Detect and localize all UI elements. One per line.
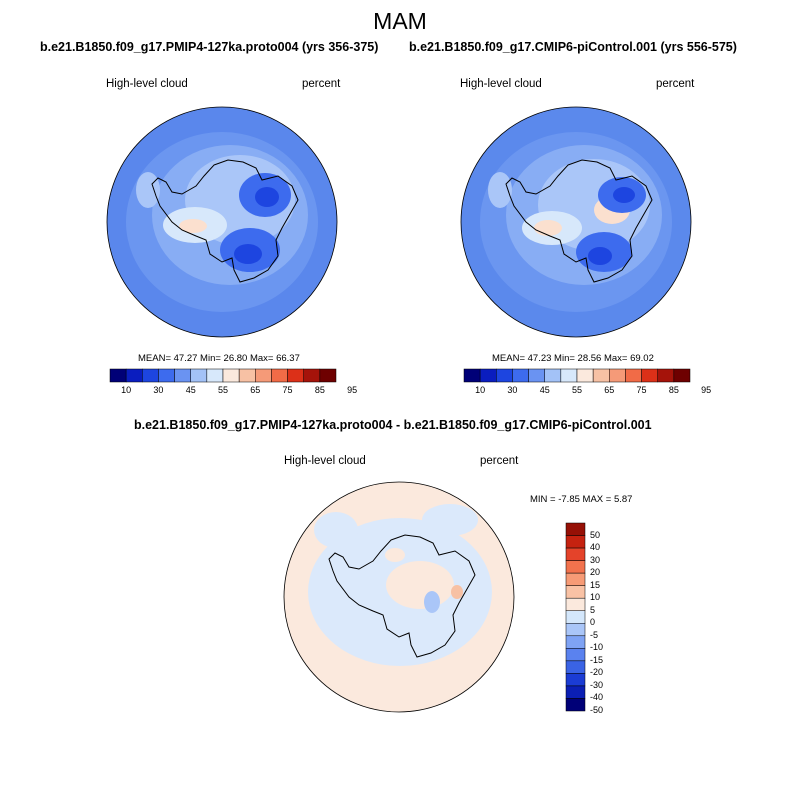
panel-b-contour — [588, 247, 612, 265]
diff-panel-colorbar-tick-label: -15 — [590, 654, 604, 665]
diff-panel-map-border — [283, 481, 515, 713]
panel-a-field — [107, 107, 337, 337]
diff-panel-colorbar-box — [565, 623, 586, 637]
panel-b-colorbar-tick-label: 45 — [539, 385, 550, 395]
panel-a-colorbar — [109, 368, 337, 383]
season-title: MAM — [373, 8, 427, 34]
diff-panel-colorbar-box — [565, 535, 586, 549]
diff-panel-colorbar-tick-label: 10 — [590, 592, 601, 603]
diff-panel-contour — [422, 504, 478, 536]
panel-b-units: percent — [656, 78, 695, 90]
panel-b-colorbar-tick-label: 75 — [636, 385, 647, 395]
diff-panel-colorbar-box — [565, 673, 586, 687]
panel-a-title: b.e21.B1850.f09_g17.PMIP4-127ka.proto004… — [40, 40, 379, 54]
diff-panel-title: b.e21.B1850.f09_g17.PMIP4-127ka.proto004… — [134, 418, 652, 432]
panel-b-map-border — [460, 106, 692, 338]
panel-a-colorbar-tick-label: 30 — [153, 385, 164, 395]
diff-panel-contour — [424, 591, 440, 613]
panel-a-colorbar-tick-label: 45 — [185, 385, 196, 395]
panel-a-variable: High-level cloud — [106, 78, 188, 90]
diff-panel-colorbar-tick-label: 20 — [590, 567, 601, 578]
diff-panel-colorbar-tick-label: 0 — [590, 617, 596, 628]
panel-b-variable: High-level cloud — [460, 78, 542, 90]
panel-a-colorbar-tick-label: 75 — [282, 385, 293, 395]
diff-panel-colorbar — [565, 522, 586, 712]
diff-panel-colorbar-box — [565, 685, 586, 699]
diff-panel-contour — [386, 561, 454, 609]
panel-b-colorbar-tick-label: 30 — [507, 385, 518, 395]
panel-a-contour — [136, 172, 160, 208]
panel-a-contour — [255, 187, 279, 207]
panel-b-contour — [613, 187, 635, 203]
panel-b-contour — [488, 172, 512, 208]
diff-panel-colorbar-tick-label: 15 — [590, 579, 601, 590]
panel-b-colorbar-tick-label: 95 — [701, 385, 712, 395]
panel-a-colorbar-tick-label: 65 — [250, 385, 261, 395]
diff-panel-colorbar-box — [565, 635, 586, 649]
diff-panel-colorbar-tick-label: 50 — [590, 529, 601, 540]
panel-b-colorbar-tick-label: 65 — [604, 385, 615, 395]
diff-panel-colorbar-box — [565, 572, 586, 586]
diff-panel-colorbar-tick-label: -40 — [590, 692, 604, 703]
panel-b-title: b.e21.B1850.f09_g17.CMIP6-piControl.001 … — [409, 40, 737, 54]
panel-a-map-border — [106, 106, 338, 338]
diff-panel-colorbar-tick-label: -10 — [590, 642, 604, 653]
diff-panel-coastline — [328, 534, 476, 658]
panel-b-colorbar-tick-label: 10 — [475, 385, 486, 395]
panel-b-colorbar-box — [673, 368, 691, 383]
diff-panel-colorbar-box — [565, 660, 586, 674]
diff-panel-contour — [451, 585, 463, 599]
diff-panel-units: percent — [480, 455, 519, 467]
diff-panel-colorbar-tick-label: -50 — [590, 705, 604, 715]
diff-panel-colorbar-tick-label: -5 — [590, 629, 599, 640]
diff-panel-colorbar-box — [565, 610, 586, 624]
diff-panel-stats: MIN = -7.85 MAX = 5.87 — [530, 494, 633, 505]
diff-panel-colorbar-tick-label: -20 — [590, 667, 604, 678]
panel-b-coastline — [505, 159, 653, 283]
panel-b-field — [461, 107, 691, 337]
diff-panel-colorbar-tick-label: 30 — [590, 554, 601, 565]
panel-a-coastline — [151, 159, 299, 283]
panel-a-colorbar-tick-label: 10 — [121, 385, 132, 395]
diff-panel-colorbar-box — [565, 547, 586, 561]
panel-a-contour — [234, 244, 262, 264]
panel-a-colorbar-box — [319, 368, 337, 383]
diff-panel-colorbar-box — [565, 585, 586, 599]
diff-panel-colorbar-tick-label: 5 — [590, 604, 596, 615]
diff-panel-variable: High-level cloud — [284, 455, 366, 467]
panel-a-contour — [179, 219, 207, 233]
panel-b-colorbar — [463, 368, 691, 383]
panel-b-colorbar-tick-label: 85 — [668, 385, 679, 395]
diff-panel-colorbar-box — [565, 597, 586, 611]
diff-panel-field — [284, 482, 514, 712]
panel-b-colorbar-tick-label: 55 — [571, 385, 582, 395]
panel-b-stats: MEAN= 47.23 Min= 28.56 Max= 69.02 — [492, 353, 654, 364]
diff-panel-colorbar-box — [565, 698, 586, 712]
diff-panel-colorbar-box — [565, 648, 586, 662]
panel-a-colorbar-tick-label: 95 — [347, 385, 358, 395]
panel-a-units: percent — [302, 78, 341, 90]
diff-panel-colorbar-tick-label: -30 — [590, 679, 604, 690]
panel-a-stats: MEAN= 47.27 Min= 26.80 Max= 66.37 — [138, 353, 300, 364]
diff-panel-colorbar-tick-label: 40 — [590, 542, 601, 553]
diff-panel-colorbar-box — [565, 522, 586, 536]
panel-a-colorbar-tick-label: 55 — [217, 385, 228, 395]
diff-panel-contour — [314, 512, 358, 548]
diff-panel-contour — [385, 548, 405, 562]
diff-panel-colorbar-box — [565, 560, 586, 574]
panel-a-colorbar-tick-label: 85 — [314, 385, 325, 395]
